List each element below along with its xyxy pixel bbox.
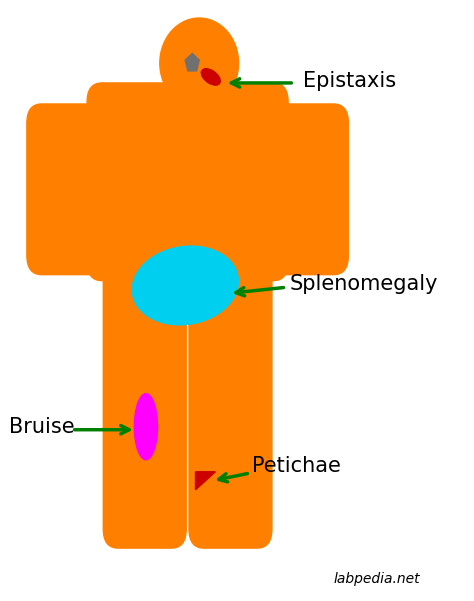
Ellipse shape [132, 246, 238, 325]
FancyBboxPatch shape [27, 104, 110, 275]
Text: labpedia.net: labpedia.net [334, 572, 420, 586]
Polygon shape [195, 472, 215, 490]
Text: Bruise: Bruise [9, 416, 75, 437]
FancyBboxPatch shape [87, 83, 288, 281]
Text: Epistaxis: Epistaxis [303, 71, 397, 91]
FancyBboxPatch shape [265, 104, 348, 275]
FancyBboxPatch shape [103, 233, 186, 548]
FancyBboxPatch shape [189, 233, 272, 548]
Ellipse shape [160, 18, 238, 108]
Ellipse shape [134, 394, 157, 460]
Ellipse shape [201, 69, 220, 85]
Text: Splenomegaly: Splenomegaly [290, 273, 438, 294]
FancyBboxPatch shape [174, 73, 225, 115]
Text: Petichae: Petichae [253, 456, 341, 476]
